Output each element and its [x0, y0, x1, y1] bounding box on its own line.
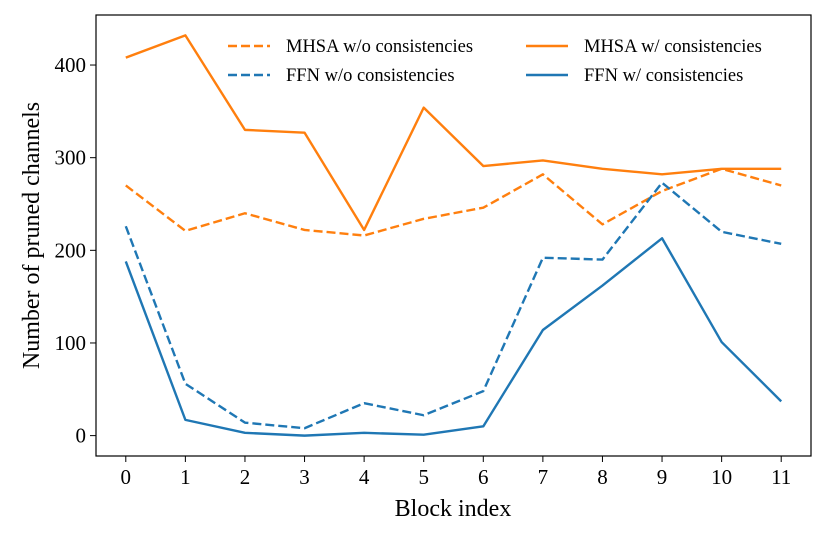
x-axis-label: Block index [395, 496, 512, 522]
x-tick-label: 5 [418, 465, 429, 489]
y-tick-label: 400 [55, 53, 87, 77]
x-tick-label: 10 [711, 465, 732, 489]
x-tick-label: 1 [180, 465, 191, 489]
x-tick-label: 2 [240, 465, 251, 489]
x-tick-label: 3 [299, 465, 310, 489]
series-layer [124, 34, 783, 437]
legend-label: FFN w/ consistencies [584, 66, 743, 86]
x-tick-label: 0 [121, 465, 132, 489]
x-tick-label: 6 [478, 465, 489, 489]
y-tick-label: 200 [55, 238, 87, 262]
x-tick-label: 4 [359, 465, 370, 489]
y-axis: 0 100 200 300 400 [55, 53, 96, 448]
series-line-mhsa-w-o-consistencies [125, 167, 782, 237]
plot-frame [95, 14, 812, 457]
legend-label: FFN w/o consistencies [286, 66, 455, 86]
x-tick-label: 7 [538, 465, 549, 489]
legend: MHSA w/o consistencies FFN w/o consistenc… [228, 37, 762, 86]
x-tick-label: 11 [771, 465, 791, 489]
x-tick-label: 9 [657, 465, 668, 489]
legend-label: MHSA w/ consistencies [584, 37, 762, 57]
x-tick-label: 8 [597, 465, 608, 489]
y-axis-label: Number of pruned channels [19, 102, 45, 369]
y-tick-label: 100 [55, 331, 87, 355]
x-axis: 0 1 2 3 4 5 6 7 8 9 10 11 [121, 456, 791, 489]
series-line-mhsa-w-consistencies [125, 34, 782, 232]
series-line-ffn-w-o-consistencies [124, 181, 782, 430]
y-tick-label: 0 [76, 424, 87, 448]
series-line-ffn-w-consistencies [124, 237, 783, 437]
legend-label: MHSA w/o consistencies [286, 37, 473, 57]
y-tick-label: 300 [55, 146, 87, 170]
